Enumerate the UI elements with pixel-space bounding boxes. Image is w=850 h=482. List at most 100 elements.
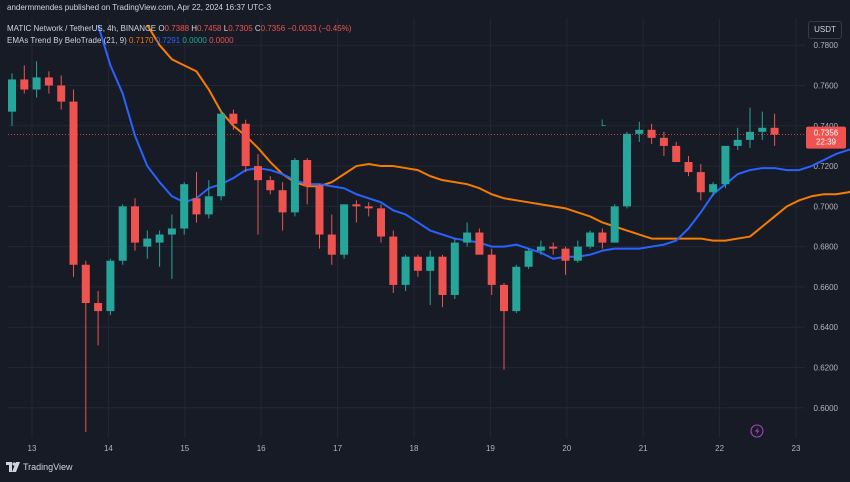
candle-body	[598, 232, 607, 243]
last-price-value: 0.7356	[814, 129, 839, 138]
candle-body	[20, 79, 29, 90]
alert-icon[interactable]	[750, 424, 764, 438]
candle-body	[8, 79, 16, 112]
candle-body	[733, 139, 742, 146]
y-tick-label: 0.6400	[814, 323, 839, 332]
symbol-title: MATIC Network / TetherUS, 4h, BINANCE	[7, 24, 157, 33]
candle-body	[536, 246, 545, 251]
ema-slow-line	[146, 24, 850, 242]
candle-body	[364, 206, 373, 209]
candle-body	[610, 206, 619, 243]
indicator-value-3: 0.0000	[182, 36, 207, 45]
candle-body	[44, 77, 53, 86]
candle-body	[463, 232, 472, 243]
y-tick-label: 0.6600	[814, 283, 839, 292]
y-tick-label: 0.7400	[814, 122, 839, 131]
x-tick-label: 23	[792, 444, 801, 453]
indicator-legend[interactable]: EMAs Trend By BeloTrade (21, 9) 0.7170 0…	[7, 36, 234, 45]
candle-body	[143, 238, 152, 247]
y-tick-label: 0.6800	[814, 243, 839, 252]
candle-body	[709, 184, 718, 193]
x-tick-label: 20	[562, 444, 571, 453]
low-value: 0.7305	[228, 24, 253, 33]
candle-body	[241, 123, 250, 167]
candle-body	[549, 246, 558, 249]
candle-body	[131, 206, 139, 243]
candle-body	[254, 166, 262, 181]
candle-body	[770, 127, 779, 135]
candle-body	[290, 160, 299, 213]
candle-body	[438, 256, 447, 295]
x-tick-label: 14	[104, 444, 113, 453]
close-label: C	[254, 24, 261, 33]
candle-body	[561, 248, 570, 261]
candle-body	[192, 198, 201, 215]
candle-body	[106, 260, 115, 312]
candle-body	[377, 208, 385, 237]
symbol-legend: MATIC Network / TetherUS, 4h, BINANCE O0…	[7, 24, 351, 33]
candle-body	[229, 113, 238, 124]
x-tick-label: 19	[486, 444, 495, 453]
candle-body	[32, 77, 41, 90]
candle-body	[266, 180, 275, 191]
candle-body	[94, 303, 103, 312]
candle-body	[450, 242, 459, 295]
candle-body	[217, 113, 226, 197]
footer-brand[interactable]: TradingView	[6, 462, 73, 472]
close-value: 0.7356	[260, 24, 286, 33]
candle-body	[475, 232, 484, 255]
candle-body	[487, 254, 496, 285]
candle-body	[352, 204, 361, 207]
candle-body	[69, 101, 78, 265]
x-tick-label: 15	[180, 444, 189, 453]
y-tick-label: 0.6000	[814, 404, 839, 413]
tradingview-logo-icon	[6, 462, 20, 472]
candle-body	[155, 234, 164, 243]
last-price-tag: 0.7356 22:39	[806, 126, 846, 149]
candle-body	[57, 85, 66, 102]
x-axis: 13 14 15 16 17 18 19 20 21 22 23	[28, 444, 801, 453]
candle-body	[512, 266, 521, 312]
candle-body	[684, 162, 693, 173]
indicator-value-4: 0.0000	[209, 36, 234, 45]
x-tick-label: 21	[639, 444, 648, 453]
candle-body	[647, 129, 656, 138]
indicator-value-1: 0.7170	[129, 36, 154, 45]
candle-body	[401, 256, 410, 285]
candle-body	[721, 145, 730, 185]
x-tick-label: 17	[333, 444, 342, 453]
x-tick-label: 16	[257, 444, 266, 453]
indicator-value-2: 0.7291	[155, 36, 181, 45]
currency-button[interactable]: USDT	[808, 21, 842, 39]
chart-grid	[8, 18, 805, 438]
candle-body	[413, 256, 422, 271]
candle-body	[118, 206, 127, 261]
high-label: H	[191, 24, 198, 33]
change-value: −0.0033 (−0.45%)	[287, 24, 352, 33]
candle-body	[672, 145, 681, 163]
y-tick-label: 0.7200	[814, 162, 839, 171]
candle-body	[500, 284, 508, 312]
publish-info: andermmendes published on TradingView.co…	[7, 3, 272, 12]
candles	[8, 61, 779, 432]
indicator-title: EMAs Trend By BeloTrade (21, 9)	[7, 36, 127, 45]
high-value: 0.7458	[197, 24, 222, 33]
candle-body	[81, 264, 90, 304]
y-axis: 0.7800 0.7600 0.7400 0.7200 0.7000 0.6800 0.66…	[814, 41, 839, 413]
candle-body	[426, 256, 435, 271]
y-tick-label: 0.7600	[814, 81, 839, 90]
x-tick-label: 22	[715, 444, 724, 453]
x-tick-label: 13	[28, 444, 37, 453]
candle-body	[696, 172, 705, 193]
candle-body	[573, 246, 582, 261]
candle-body	[746, 131, 754, 140]
candle-body	[758, 127, 767, 132]
x-tick-label: 18	[410, 444, 419, 453]
candle-body	[524, 250, 533, 267]
open-value: 0.7388	[164, 24, 190, 33]
candle-body	[327, 234, 336, 255]
y-tick-label: 0.7800	[814, 41, 839, 50]
candle-body	[623, 133, 631, 207]
signal-marker-label: L	[601, 118, 606, 128]
